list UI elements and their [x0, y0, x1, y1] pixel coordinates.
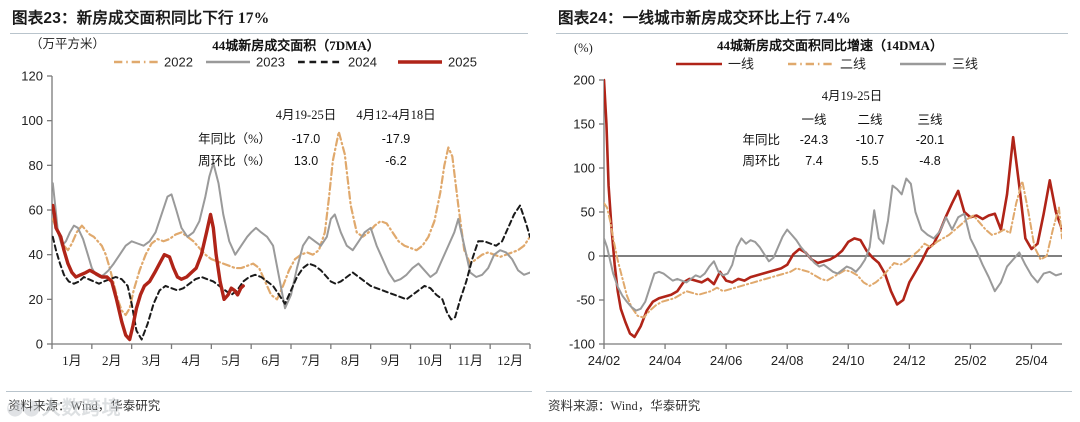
- y-tick-label: 0: [588, 249, 595, 264]
- x-tick-label: 24/12: [893, 353, 926, 368]
- annotation-value: -17.0: [292, 132, 321, 146]
- legend-label-2024: 2024: [348, 55, 377, 70]
- annotation-value: -24.3: [800, 133, 829, 147]
- x-tick-label: 1月: [62, 353, 82, 368]
- series-group: [52, 130, 530, 342]
- chart-legend: 2022 2023 2024 2025: [114, 55, 477, 70]
- legend-label-一线: 一线: [728, 57, 754, 72]
- left-source-text: 资料来源：Wind，华泰研究: [8, 399, 161, 413]
- x-tick-label: 10月: [417, 353, 443, 368]
- figure-23-title-rule: [10, 33, 528, 34]
- right-footer-rule: [546, 391, 1072, 392]
- chart-title: 44城新房成交面积（7DMA）: [212, 38, 380, 53]
- figure-24-title-rule: [556, 33, 1068, 34]
- chart-title: 44城新房成交面积同比增速（14DMA）: [717, 38, 943, 53]
- x-tick-label: 12月: [497, 353, 523, 368]
- x-tick-label: 11月: [457, 353, 483, 368]
- legend-label-三线: 三线: [952, 57, 978, 72]
- y-tick-label: 0: [36, 337, 43, 352]
- series-line-2025: [52, 203, 245, 342]
- annotation-row-label: 年同比: [742, 133, 780, 147]
- series-line-2024: [52, 204, 530, 341]
- x-tick-label: 24/08: [771, 353, 804, 368]
- y-tick-label: 150: [573, 117, 595, 132]
- annotation-col-header: 二线: [857, 113, 883, 127]
- figure-24-heading: 一线城市新房成交环比上行 7.4%: [622, 10, 851, 27]
- x-tick-label: 24/06: [710, 353, 743, 368]
- series-line-三线: [604, 177, 1062, 312]
- x-tick-label: 24/04: [649, 353, 682, 368]
- annotation-value: 5.5: [861, 154, 878, 168]
- x-tick-label: 6月: [261, 353, 281, 368]
- annotation-row-label: 周环比（%）: [198, 154, 271, 168]
- figure-24-panel: 图表24：一线城市新房成交环比上行 7.4% (%) 44城新房成交面积同比增速（…: [540, 0, 1080, 422]
- legend-label-2022: 2022: [164, 55, 193, 70]
- legend-label-二线: 二线: [840, 57, 866, 72]
- right-source-text: 资料来源：Wind，华泰研究: [548, 399, 701, 413]
- y-tick-label: 20: [29, 292, 43, 307]
- annotation-value: -6.2: [385, 154, 407, 168]
- annotation-value: 7.4: [805, 154, 822, 168]
- y-tick-label: 50: [581, 205, 595, 220]
- x-tick-label: 25/02: [954, 353, 987, 368]
- chart-legend: 一线 二线 三线: [676, 57, 978, 72]
- x-tick-label: 7月: [301, 353, 321, 368]
- series-line-二线: [604, 180, 1062, 319]
- left-footer-rule: [6, 391, 532, 392]
- x-tick-label: 25/04: [1015, 353, 1048, 368]
- figure-23-label: 图表23：: [12, 10, 77, 27]
- x-tick-label: 8月: [341, 353, 361, 368]
- annotation-value: -17.9: [382, 132, 411, 146]
- figure-24-label: 图表24：: [558, 10, 623, 27]
- axis-unit-label: （万平方米）: [30, 36, 105, 51]
- figure-24-chart-area: (%) 44城新房成交面积同比增速（14DMA） -100 -50 0 50 100 150 2…: [552, 34, 1072, 384]
- y-tick-label: 100: [573, 161, 595, 176]
- x-tick-label: 24/02: [588, 353, 621, 368]
- annotation-value: 13.0: [294, 154, 318, 168]
- x-tick-label: 3月: [142, 353, 162, 368]
- x-tick-label: 5月: [221, 353, 241, 368]
- figure-24-title: 图表24：一线城市新房成交环比上行 7.4%: [552, 0, 1072, 33]
- x-tick-label: 2月: [102, 353, 122, 368]
- y-tick-label: 100: [21, 113, 43, 128]
- legend-label-2025: 2025: [448, 55, 477, 70]
- legend-label-2023: 2023: [256, 55, 285, 70]
- figure-23-heading: 新房成交面积同比下行 17%: [76, 10, 270, 27]
- right-chart-svg: (%) 44城新房成交面积同比增速（14DMA） -100 -50 0 50 100 150 2…: [569, 38, 1062, 368]
- annotation-col-header: 三线: [917, 113, 943, 127]
- annotation-col-header: 一线: [801, 113, 827, 127]
- y-tick-label: -50: [576, 293, 595, 308]
- y-tick-label: -100: [569, 337, 595, 352]
- y-tick-label: 40: [29, 247, 43, 262]
- annotation-value: -20.1: [916, 133, 945, 147]
- annotation-row-label: 年同比（%）: [198, 132, 271, 146]
- annotation-col-header: 4月12-4月18日: [356, 108, 435, 122]
- annotation-row-label: 周环比: [742, 154, 780, 168]
- annotation-title: 4月19-25日: [822, 89, 882, 103]
- annotation-value: -4.8: [919, 154, 941, 168]
- y-tick-label: 120: [21, 69, 43, 84]
- x-tick-label: 24/10: [832, 353, 865, 368]
- x-tick-label: 4月: [182, 353, 202, 368]
- axis-unit-label: (%): [574, 41, 593, 55]
- y-tick-label: 200: [573, 73, 595, 88]
- y-tick-label: 60: [29, 203, 43, 218]
- annotation-col-header: 4月19-25日: [276, 108, 336, 122]
- figure-23-chart-area: （万平方米） 44城新房成交面积（7DMA） 0 20 40 60 80 100 120 1月 2月…: [6, 34, 532, 384]
- y-tick-label: 80: [29, 158, 43, 173]
- x-tick-label: 9月: [381, 353, 401, 368]
- figure-23-title: 图表23：新房成交面积同比下行 17%: [6, 0, 532, 33]
- series-line-一线: [604, 78, 1062, 339]
- series-group: [604, 78, 1062, 339]
- left-chart-svg: （万平方米） 44城新房成交面积（7DMA） 0 20 40 60 80 100 120 1月 2月…: [21, 36, 531, 368]
- series-line-2023: [52, 162, 530, 310]
- annotation-value: -10.7: [856, 133, 885, 147]
- figure-23-panel: 图表23：新房成交面积同比下行 17% （万平方米） 44城新房成交面积（7DMA…: [6, 0, 532, 419]
